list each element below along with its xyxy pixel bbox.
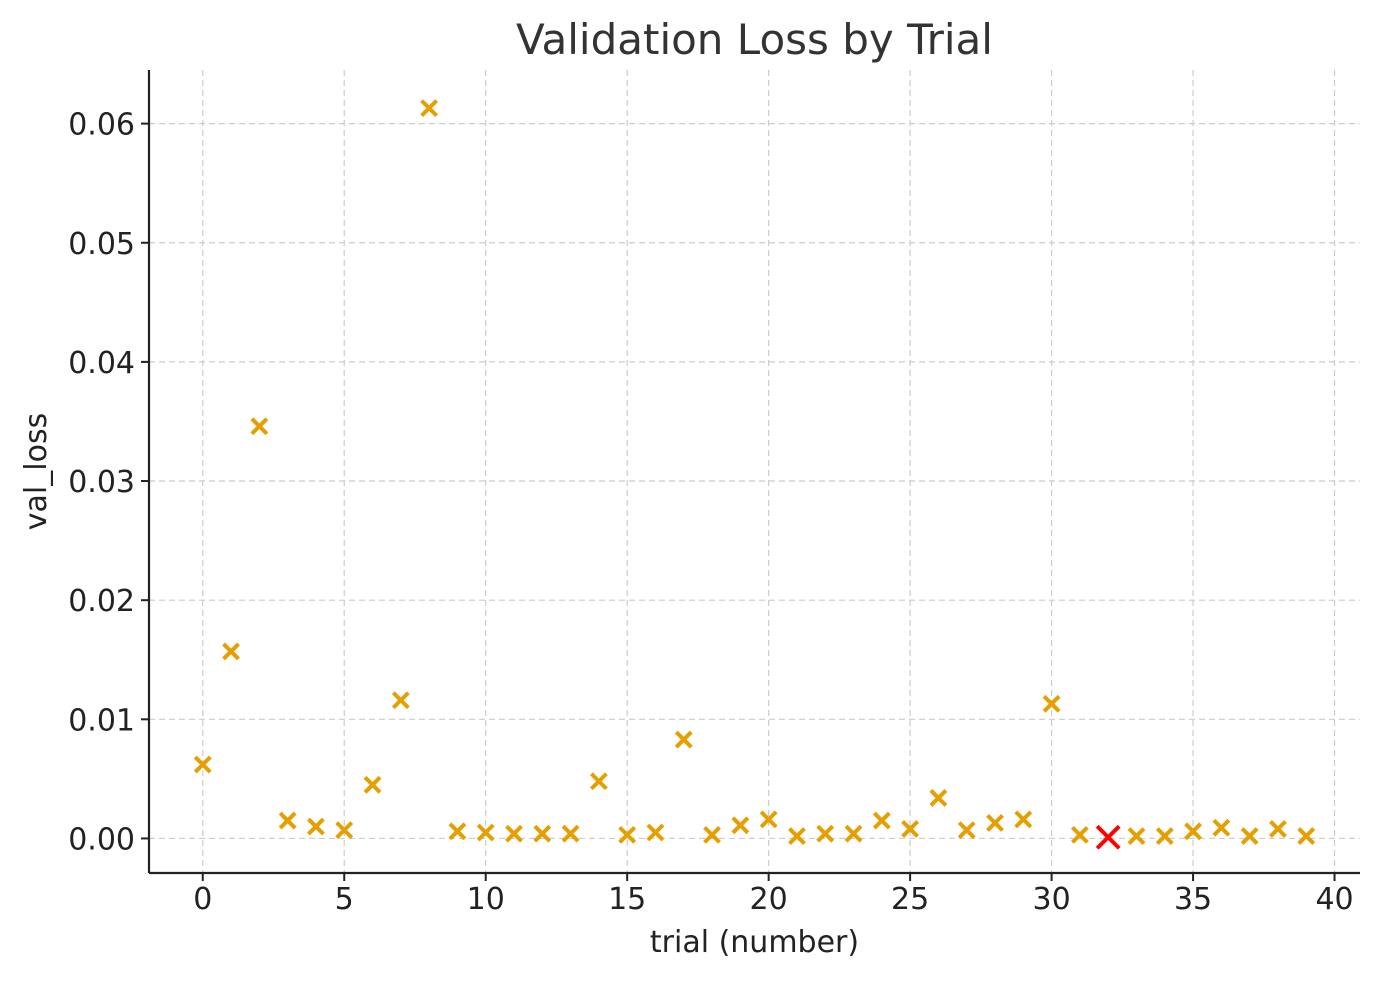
data-point-marker [1240, 827, 1259, 845]
x-tick-label: 5 [335, 882, 354, 917]
data-point-marker [561, 824, 580, 843]
y-tick-label: 0.06 [68, 108, 135, 143]
data-point-marker [646, 823, 665, 842]
data-points [193, 99, 1316, 850]
x-tick-label: 10 [467, 882, 505, 917]
data-point-marker [448, 822, 467, 841]
data-point-marker [250, 417, 269, 436]
data-point-marker [420, 99, 439, 118]
data-point-marker [391, 691, 410, 710]
data-point-marker [1042, 694, 1061, 713]
x-tick-label: 0 [193, 882, 212, 917]
x-tick-label: 40 [1315, 882, 1353, 917]
data-point-marker [618, 825, 637, 844]
data-point-marker [844, 824, 863, 843]
data-point-marker [335, 821, 354, 840]
data-point-marker [731, 816, 750, 835]
data-point-marker [505, 824, 523, 843]
x-axis-label: trial (number) [650, 925, 859, 960]
data-point-marker [816, 824, 835, 843]
data-point-marker [589, 772, 608, 791]
axes [147, 70, 1360, 875]
data-point-marker [788, 827, 806, 845]
data-point-marker [1269, 820, 1287, 838]
data-point-marker [1184, 822, 1202, 841]
data-point-marker [222, 642, 240, 661]
data-point-marker [1297, 827, 1316, 845]
data-point-marker [533, 824, 552, 843]
y-tick-label: 0.01 [68, 703, 135, 738]
x-tick-label: 15 [608, 882, 646, 917]
data-point-marker [193, 755, 212, 774]
best-trial-marker [1095, 824, 1121, 850]
y-tick-label: 0.00 [68, 822, 135, 857]
x-tick-label: 35 [1174, 882, 1212, 917]
data-point-marker [476, 823, 495, 842]
data-point-marker [901, 820, 920, 838]
data-point-marker [1014, 810, 1033, 829]
y-tick-label: 0.04 [68, 346, 135, 381]
data-point-marker [759, 810, 778, 829]
data-point-marker [1212, 818, 1231, 837]
data-point-marker [674, 730, 693, 749]
data-point-marker [278, 811, 297, 830]
data-point-marker [1127, 827, 1146, 845]
x-tick-label: 20 [750, 882, 788, 917]
x-tick-label: 30 [1032, 882, 1070, 917]
y-tick-label: 0.05 [68, 227, 135, 262]
y-axis-label: val_loss [19, 413, 54, 530]
data-point-marker [986, 814, 1004, 832]
data-point-marker [703, 825, 721, 844]
ticks: 0 5 10 15 20 25 30 35 40 0.00 0.01 0.02 0.03 0.04 0.05… [68, 108, 1353, 917]
data-point-marker [1070, 825, 1089, 844]
chart-title: Validation Loss by Trial [516, 15, 993, 64]
data-point-marker [307, 817, 325, 836]
data-point-marker [872, 811, 891, 830]
data-point-marker [957, 821, 976, 840]
y-tick-label: 0.03 [68, 465, 135, 500]
y-tick-label: 0.02 [68, 584, 135, 619]
grid [149, 70, 1360, 873]
data-point-marker [929, 789, 948, 807]
data-point-marker [363, 775, 382, 794]
data-point-marker [1155, 827, 1174, 845]
x-tick-label: 25 [891, 882, 929, 917]
